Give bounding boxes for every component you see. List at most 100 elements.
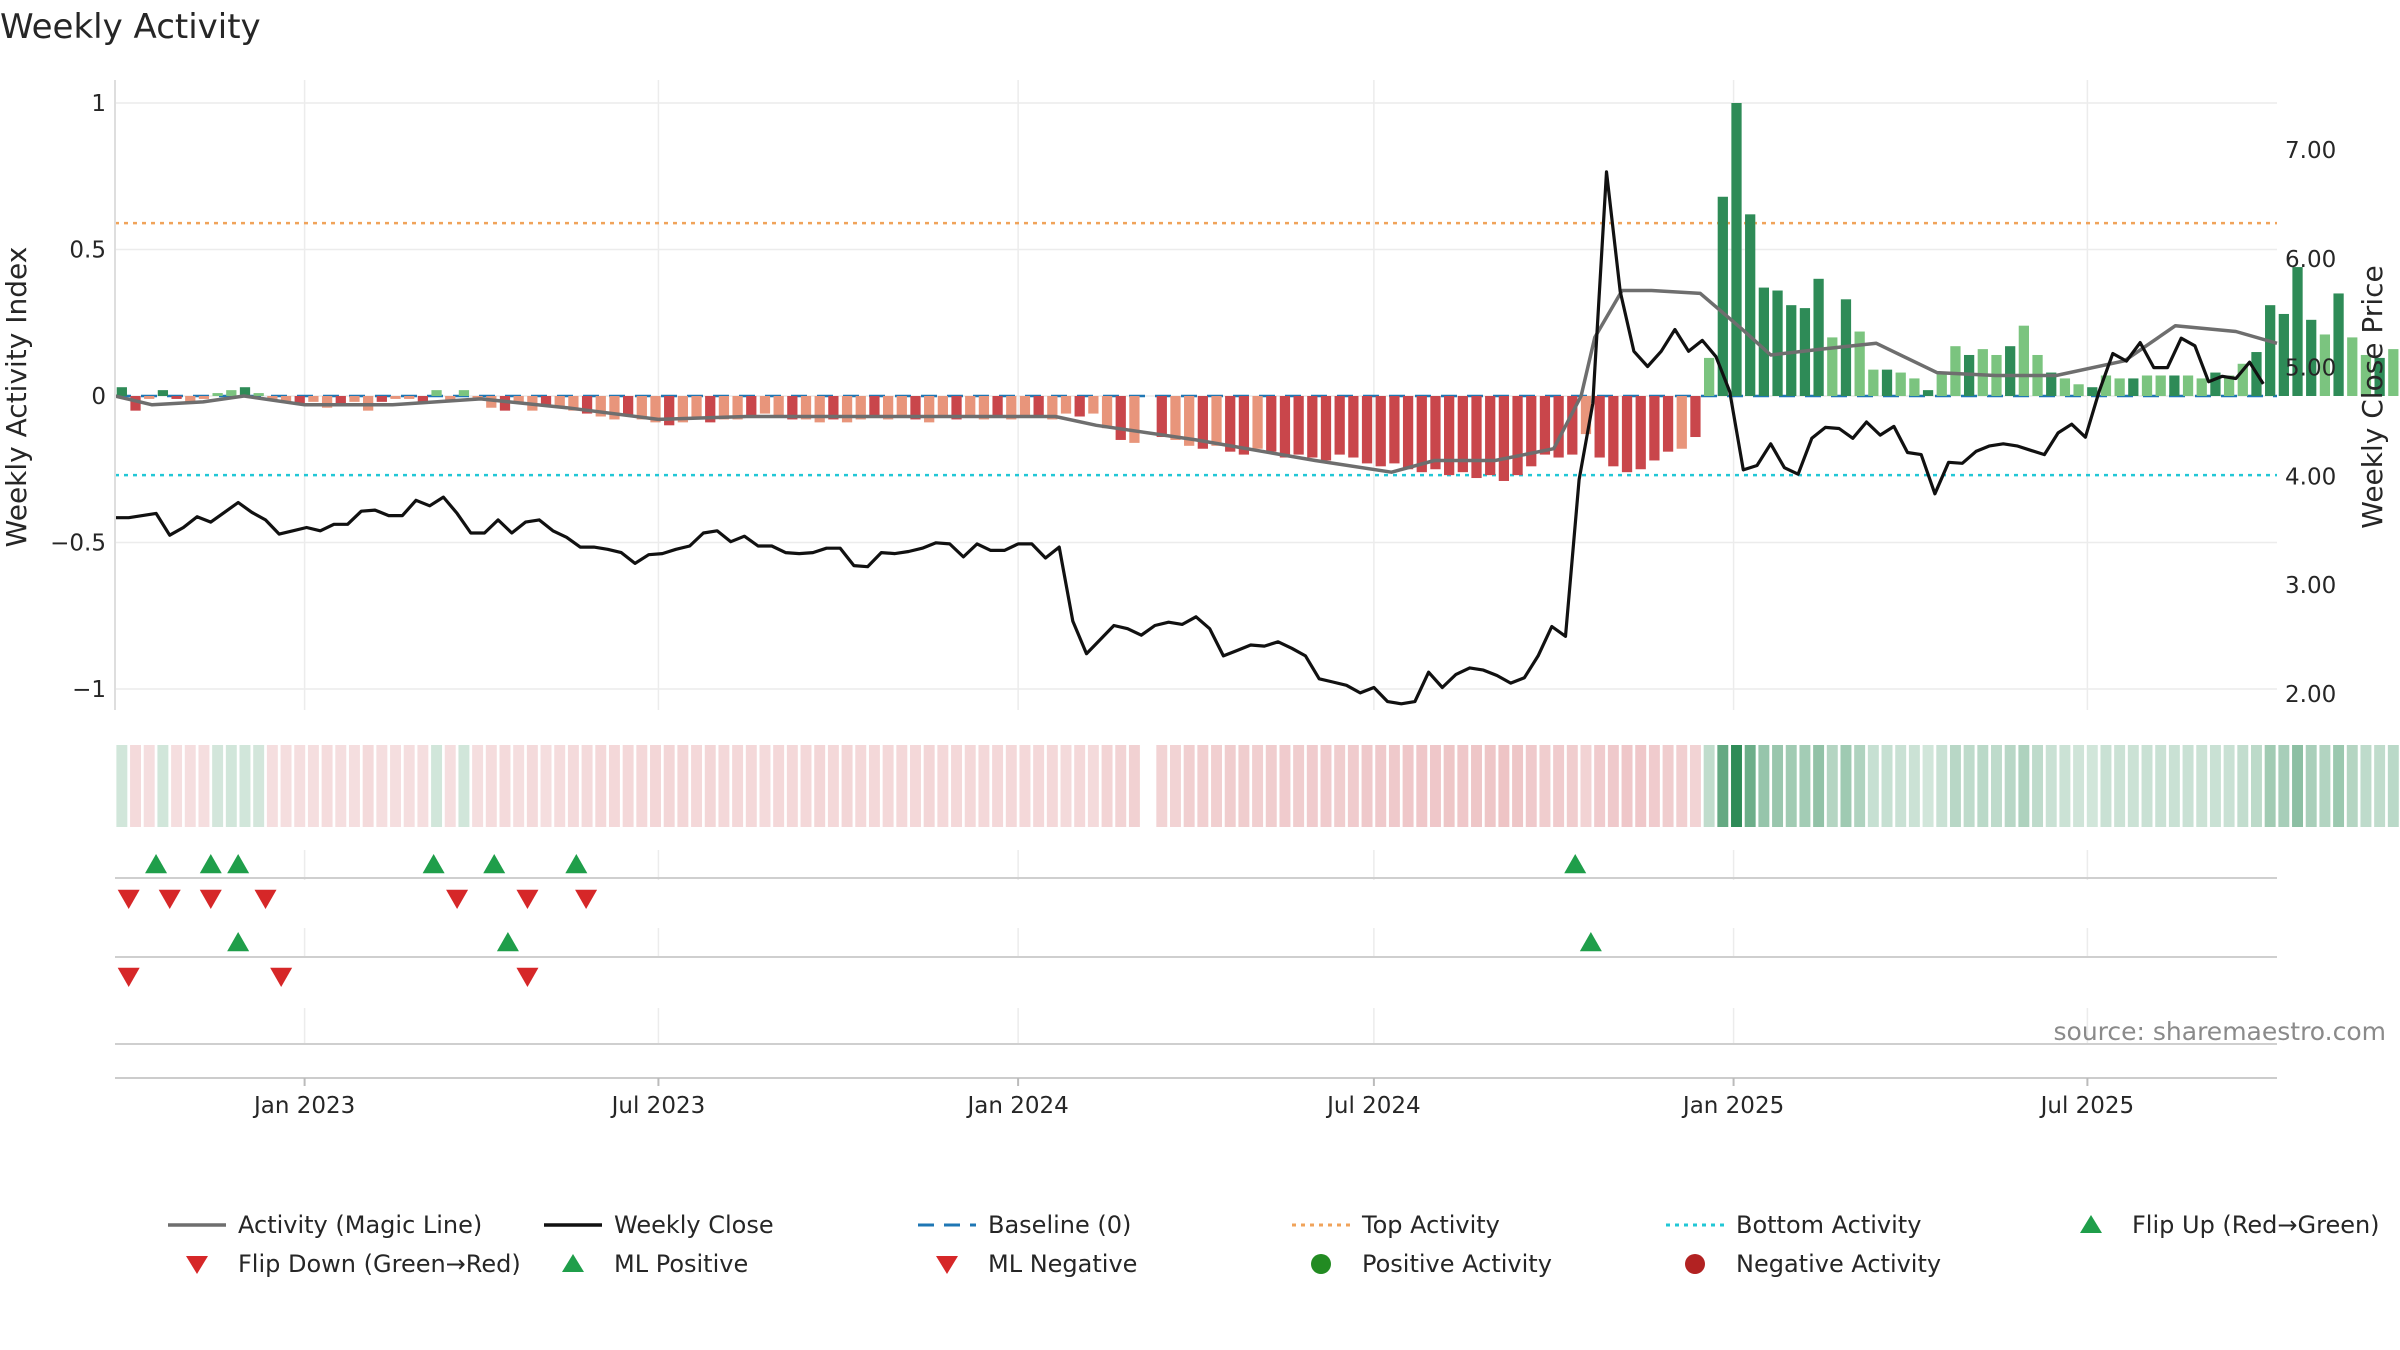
activity-bar (294, 396, 305, 405)
heat-cell (157, 745, 169, 827)
x-tick-label: Jan 2023 (252, 1093, 355, 1119)
activity-bar (1936, 372, 1947, 396)
activity-bar (1485, 396, 1496, 476)
activity-bar (1539, 396, 1551, 455)
heat-cell (1908, 745, 1920, 827)
heat-cell (2346, 745, 2358, 827)
heat-cell (2319, 745, 2331, 827)
axes: 1 0.5 0 −0.5 −1 7.00 6.00 5.00 4.00 3.00 2.00 Jan 2… (50, 80, 2336, 1119)
heat-cell (2264, 745, 2276, 827)
heat-cell (1279, 745, 1291, 827)
heat-cell (704, 745, 716, 827)
activity-bar (1868, 369, 1879, 396)
activity-bar (992, 396, 1003, 417)
legend-circle-icon (1685, 1254, 1705, 1274)
heat-cell (1060, 745, 1072, 827)
activity-bar (1827, 337, 1838, 396)
heat-cell (1101, 745, 1113, 827)
magic-line (114, 288, 2278, 474)
activity-bar (2128, 378, 2139, 396)
activity-bar (1416, 396, 1427, 473)
heat-cell (1115, 745, 1127, 827)
activity-bar (1676, 396, 1687, 449)
activity-bar (417, 396, 429, 402)
activity-bar (2237, 363, 2248, 396)
heat-cell (2209, 745, 2221, 827)
activity-bar (1526, 396, 1537, 467)
activity-bar (1361, 396, 1373, 464)
activity-bar (253, 393, 264, 396)
heat-cell (266, 745, 278, 827)
activity-bar (404, 396, 415, 399)
heat-cell (2059, 745, 2071, 827)
ml-positive-marker (496, 932, 519, 952)
activity-bar (705, 396, 716, 423)
heat-cell (581, 745, 593, 827)
activity-bar (1471, 396, 1482, 479)
heat-cell (225, 745, 237, 827)
heat-cell (485, 745, 497, 827)
activity-bar (185, 396, 196, 402)
heat-cell (1580, 745, 1592, 827)
heat-cell (1703, 745, 1715, 827)
y-left-tick-label: 1 (91, 91, 106, 117)
heat-cell (171, 745, 183, 827)
heat-cell (745, 745, 757, 827)
heat-cell (2114, 745, 2126, 827)
heat-cell (403, 745, 415, 827)
activity-bar (1156, 396, 1167, 438)
activity-bar (896, 396, 907, 417)
activity-bar (1006, 396, 1017, 420)
heat-cell (759, 745, 771, 827)
legend: Activity (Magic Line) Weekly Close Baselin… (168, 1211, 2380, 1278)
heat-cell (718, 745, 730, 827)
activity-bar (2292, 267, 2303, 396)
heat-cell (1731, 745, 1742, 827)
legend-triangle-up-icon (2080, 1215, 2102, 1233)
activity-bar (677, 396, 688, 423)
heat-cell (1087, 745, 1099, 827)
heat-cell (1265, 745, 1277, 827)
activity-bar (1950, 346, 1961, 396)
ml-positive-marker (1579, 932, 1602, 952)
activity-bar (2155, 375, 2166, 396)
heat-cell (2333, 745, 2345, 827)
heat-cell (1306, 745, 1318, 827)
heat-cell (2360, 745, 2372, 827)
activity-bars (116, 103, 2399, 481)
heat-cell (513, 745, 525, 827)
heat-cell (1484, 745, 1496, 827)
heat-cell (1689, 745, 1701, 827)
heat-cell (1881, 745, 1893, 827)
heat-cell (622, 745, 634, 827)
heat-cell (882, 745, 894, 827)
flip-up-marker (199, 854, 222, 874)
activity-bar (171, 396, 182, 399)
heat-cell (1197, 745, 1209, 827)
activity-bar (1129, 396, 1140, 443)
activity-bar (540, 396, 552, 405)
x-tick-label: Jan 2024 (965, 1093, 1068, 1119)
activity-bar (882, 396, 894, 420)
activity-bar (664, 396, 675, 426)
activity-bar (157, 390, 169, 396)
heat-cell (2141, 745, 2153, 827)
heat-cell (1238, 745, 1250, 827)
legend-item: Bottom Activity (1666, 1211, 1921, 1239)
heat-cell (1033, 745, 1045, 827)
activity-bar (1252, 396, 1263, 449)
activity-bar (773, 396, 784, 417)
activity-bar (2374, 357, 2385, 396)
activity-bar (1033, 396, 1044, 417)
activity-bar (1717, 196, 1728, 396)
legend-label: Weekly Close (614, 1211, 774, 1239)
heat-cell (1074, 745, 1086, 827)
heat-cell (814, 745, 826, 827)
legend-item: ML Negative (936, 1250, 1137, 1278)
heat-cell (1991, 745, 2002, 827)
heat-cell (307, 745, 319, 827)
heat-cell (2292, 745, 2303, 827)
heat-cell (1347, 745, 1359, 827)
activity-bar (937, 396, 948, 417)
activity-bar (1745, 214, 1756, 396)
